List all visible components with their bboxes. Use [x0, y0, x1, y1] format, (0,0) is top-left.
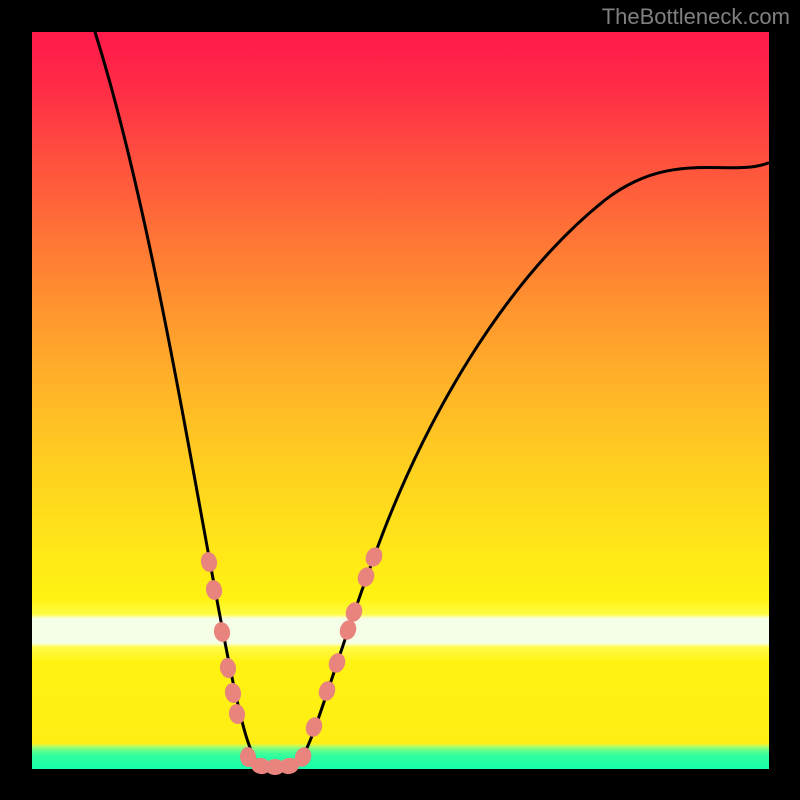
bottleneck-chart	[0, 0, 800, 800]
plot-background	[32, 32, 769, 769]
chart-stage: TheBottleneck.com	[0, 0, 800, 800]
watermark-text: TheBottleneck.com	[602, 4, 790, 30]
